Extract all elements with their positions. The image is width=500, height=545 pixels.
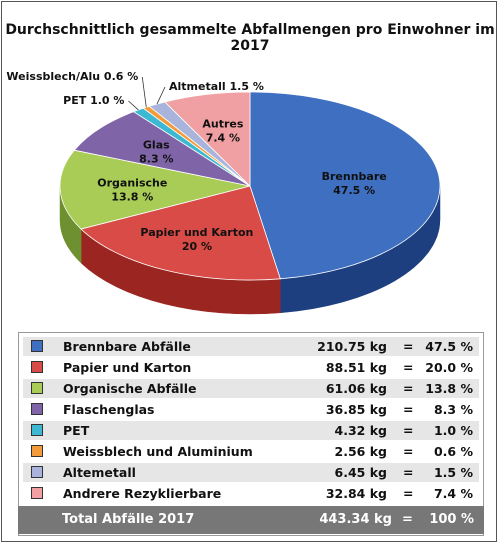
legend-row: Weissblech und Aluminium 2.56 kg = 0.6 % [23, 442, 479, 461]
total-pct: 100 % [429, 512, 474, 527]
legend-kg: 36.85 kg [325, 402, 387, 417]
legend-kg: 6.45 kg [334, 465, 387, 480]
legend-pct: 13.8 % [425, 381, 473, 396]
slice-label-1: Papier und Karton [140, 226, 253, 239]
slice-pct-7: 7.4 % [206, 131, 240, 144]
total-row: Total Abfälle 2017 443.34 kg = 100 % [18, 506, 484, 534]
legend-equals: = [403, 339, 414, 354]
legend-row: PET 4.32 kg = 1.0 % [23, 421, 479, 440]
slice-label-3: Glas [143, 139, 170, 152]
legend-equals: = [403, 381, 414, 396]
slice-label-7: Autres [202, 117, 243, 130]
leader-line-4 [128, 100, 139, 111]
legend-pct: 47.5 % [425, 339, 473, 354]
legend-kg: 32.84 kg [325, 486, 387, 501]
slice-ext-label-6: Altmetall 1.5 % [169, 80, 264, 93]
legend-swatch [31, 340, 43, 352]
total-equals: = [402, 512, 413, 527]
legend-kg: 2.56 kg [334, 444, 387, 459]
slice-ext-label-5: Weissblech/Alu 0.6 % [6, 70, 138, 83]
legend-row: Flaschenglas 36.85 kg = 8.3 % [23, 400, 479, 419]
slice-ext-label-4: PET 1.0 % [63, 94, 124, 107]
legend-row: Andrere Rezyklierbare 32.84 kg = 7.4 % [23, 484, 479, 503]
legend-kg: 88.51 kg [325, 360, 387, 375]
pie-slice-0 [249, 91, 441, 280]
legend-pct: 8.3 % [433, 402, 473, 417]
legend-name: Papier und Karton [63, 360, 192, 375]
total-label: Total Abfälle 2017 [62, 512, 195, 527]
legend-swatch [31, 466, 43, 478]
legend-swatch [31, 361, 43, 373]
slice-label-0: Brennbare [322, 170, 387, 183]
legend-pct: 1.0 % [433, 423, 473, 438]
legend-equals: = [403, 402, 414, 417]
slice-pct-1: 20 % [182, 240, 212, 253]
legend-swatch [31, 424, 43, 436]
legend-name: Andrere Rezyklierbare [63, 486, 222, 501]
legend-name: Brennbare Abfälle [63, 339, 191, 354]
leader-line-6 [156, 86, 166, 105]
pie-slice-2 [59, 149, 251, 230]
legend-kg: 61.06 kg [325, 381, 387, 396]
legend-row: Brennbare Abfälle 210.75 kg = 47.5 % [23, 337, 479, 356]
pie-slice-1 [80, 185, 281, 281]
legend-row: Papier und Karton 88.51 kg = 20.0 % [23, 358, 479, 377]
leader-line-5 [141, 76, 147, 108]
legend-equals: = [403, 444, 414, 459]
legend-pct: 1.5 % [433, 465, 473, 480]
slice-label-2: Organische [97, 176, 167, 189]
chart-title: Durchschnittlich gesammelte Abfallmengen… [5, 22, 495, 54]
total-kg: 443.34 kg [319, 512, 392, 527]
legend-name: PET [63, 423, 90, 438]
legend-equals: = [403, 486, 414, 501]
legend-kg: 210.75 kg [317, 339, 387, 354]
legend-name: Flaschenglas [63, 402, 155, 417]
legend-row: Altemetall 6.45 kg = 1.5 % [23, 463, 479, 482]
legend-equals: = [403, 465, 414, 480]
legend-kg: 4.32 kg [334, 423, 387, 438]
legend-pct: 20.0 % [425, 360, 473, 375]
legend-name: Weissblech und Aluminium [63, 444, 253, 459]
legend-row: Organische Abfälle 61.06 kg = 13.8 % [23, 379, 479, 398]
legend-table: Brennbare Abfälle 210.75 kg = 47.5 % Papier … [18, 332, 484, 536]
pie-slice-3 [73, 111, 251, 187]
slice-pct-0: 47.5 % [333, 184, 375, 197]
pie-slices [59, 91, 441, 281]
legend-pct: 0.6 % [433, 444, 473, 459]
legend-swatch [31, 382, 43, 394]
legend-pct: 7.4 % [433, 486, 473, 501]
legend-swatch [31, 403, 43, 415]
legend-equals: = [403, 360, 414, 375]
slice-pct-2: 13.8 % [111, 190, 153, 203]
slice-pct-3: 8.3 % [139, 153, 173, 166]
legend-swatch [31, 487, 43, 499]
legend-name: Organische Abfälle [63, 381, 197, 396]
pie-slice-7 [164, 91, 251, 187]
legend-equals: = [403, 423, 414, 438]
legend-swatch [31, 445, 43, 457]
legend-name: Altemetall [63, 465, 136, 480]
